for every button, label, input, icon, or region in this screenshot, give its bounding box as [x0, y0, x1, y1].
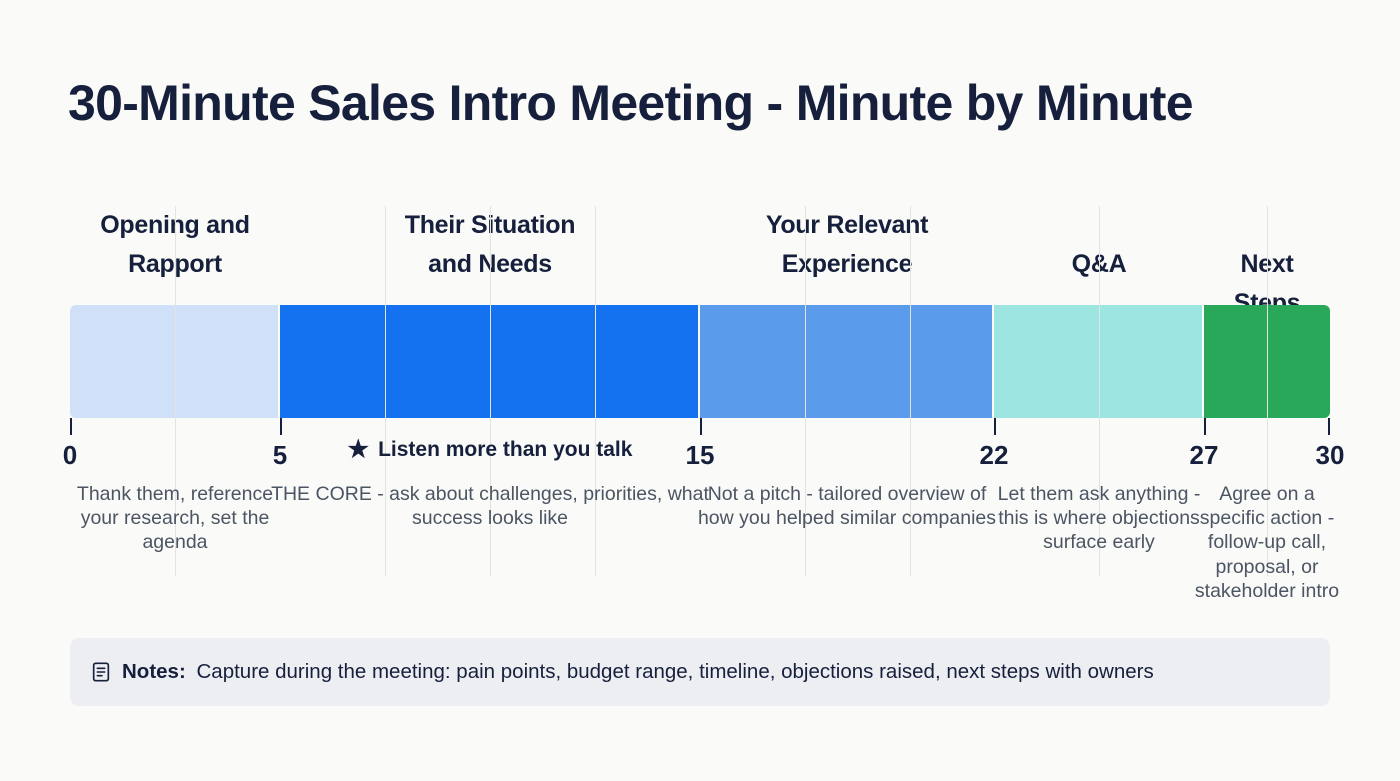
- listen-callout-text: Listen more than you talk: [378, 438, 633, 461]
- timeline-segment[interactable]: [994, 305, 1202, 418]
- axis-tick: [1204, 418, 1206, 435]
- segment-description: Agree on a specific action - follow-up c…: [1194, 483, 1340, 602]
- axis-gridline: [385, 206, 386, 576]
- axis-tick-label: 15: [685, 440, 715, 470]
- segment-heading-line: Experience: [781, 249, 913, 278]
- axis-tick: [1328, 418, 1330, 435]
- axis-tick-label: 30: [1315, 440, 1345, 470]
- star-icon: ★: [347, 436, 370, 463]
- segment-description: Thank them, reference your research, set…: [76, 483, 274, 554]
- timeline-axis: 0 5 15 22 27 30: [63, 206, 1344, 576]
- axis-tick: [280, 418, 282, 435]
- note-document-icon: [92, 662, 110, 682]
- timeline-segment[interactable]: [700, 305, 992, 418]
- notes-text: Notes: Capture during the meeting: pain …: [122, 660, 1154, 684]
- listen-callout: ★ Listen more than you talk: [348, 438, 633, 462]
- notes-bar: Notes: Capture during the meeting: pain …: [70, 638, 1330, 706]
- page-title: 30-Minute Sales Intro Meeting - Minute b…: [68, 75, 1194, 131]
- segment-description: THE CORE - ask about challenges, priorit…: [271, 483, 709, 530]
- timeline-bar: [70, 305, 1330, 418]
- segment-headings: Opening and Rapport Their Situation and Nee…: [70, 206, 1330, 317]
- axis-tick: [994, 418, 996, 435]
- timeline-chart: Opening and Rapport Their Situation and Nee…: [63, 206, 1344, 606]
- timeline-segment[interactable]: [280, 305, 698, 418]
- axis-gridline: [910, 206, 911, 576]
- notes-label: Notes:: [122, 660, 192, 683]
- axis-gridline: [805, 206, 806, 576]
- axis-tick: [700, 418, 702, 435]
- axis-tick-label: 27: [1189, 440, 1219, 470]
- axis-tick-label: 22: [979, 440, 1009, 470]
- axis-gridline: [1099, 206, 1100, 576]
- axis-gridline: [1267, 206, 1268, 576]
- notes-body: Capture during the meeting: pain points,…: [196, 660, 1154, 683]
- axis-tick-label: 5: [272, 440, 288, 470]
- axis-tick-label: 0: [62, 440, 78, 470]
- segment-heading-line: Your Relevant: [765, 211, 929, 239]
- segment-description: Not a pitch - tailored overview of how y…: [697, 483, 997, 530]
- axis-gridline: [490, 206, 491, 576]
- segment-heading: Your Relevant Experience: [700, 206, 994, 284]
- axis-tick: [70, 418, 72, 435]
- timeline-segment[interactable]: [70, 305, 278, 418]
- segment-descriptions: Thank them, reference your research, set…: [70, 482, 1339, 602]
- segment-description: Let them ask anything - this is where ob…: [997, 483, 1201, 554]
- axis-gridline: [595, 206, 596, 576]
- axis-gridline: [175, 206, 176, 576]
